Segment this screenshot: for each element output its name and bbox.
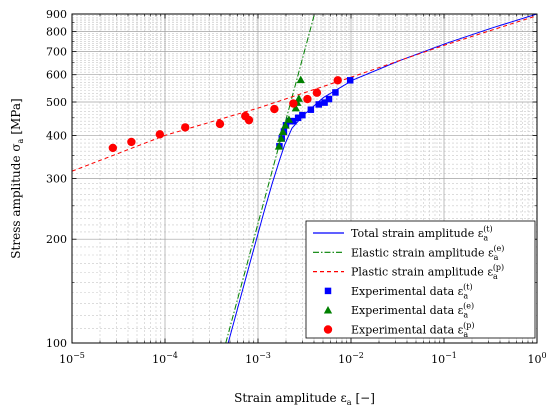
experimental-plastic-marker (270, 104, 279, 114)
experimental-elastic-marker (278, 127, 287, 136)
experimental-plastic-marker (303, 94, 312, 104)
legend: Total strain amplitude εa(t)Elastic stra… (305, 220, 536, 339)
experimental-elastic-marker (274, 142, 284, 150)
y-axis-label: Stress amplitude σa[MPa] (9, 98, 25, 258)
legend-entry-label: Experimental data εa(p) (351, 321, 475, 339)
elastic-strain-line (225, 14, 316, 343)
experimental-total-marker (332, 89, 339, 96)
y-tick-label: 400 (46, 129, 67, 142)
y-tick-label: 800 (46, 26, 67, 39)
experimental-total-marker (346, 77, 354, 84)
y-tick-label: 900 (46, 8, 67, 21)
experimental-plastic-marker (333, 76, 342, 85)
legend-entry-label: Experimental data εa(e) (351, 302, 474, 320)
experimental-elastic-marker (291, 103, 300, 112)
total-strain-line (227, 14, 537, 343)
series-markers (108, 75, 354, 153)
experimental-total-marker (294, 114, 302, 122)
experimental-plastic-marker (108, 143, 118, 153)
legend-entry-label: Plastic strain amplitude εa(p) (351, 263, 504, 281)
experimental-plastic-marker (244, 115, 254, 125)
experimental-elastic-marker (296, 75, 305, 84)
axis-ticks (71, 13, 538, 344)
x-tick-label: 10−5 (59, 351, 85, 366)
experimental-total-marker (315, 101, 322, 108)
experimental-total-marker (325, 95, 333, 103)
y-tick-label: 600 (46, 69, 67, 82)
x-tick-label: 10−3 (245, 351, 271, 366)
legend-entry-label: Elastic strain amplitude εa(e) (351, 244, 504, 262)
experimental-plastic-marker (215, 119, 225, 129)
experimental-elastic-marker (276, 134, 286, 142)
y-tick-label: 500 (46, 96, 67, 109)
legend-box (305, 220, 536, 339)
tick-labels: 10−5 10−4 10−3 10−2 10−1 100 100 200 300 400 500 60… (46, 8, 547, 366)
experimental-plastic-marker (289, 99, 298, 108)
legend-marker-swatch (323, 325, 333, 334)
y-tick-label: 200 (46, 233, 67, 246)
experimental-total-marker (299, 111, 306, 119)
x-tick-label: 10−1 (431, 351, 457, 366)
legend-marker-swatch (323, 306, 333, 314)
experimental-total-marker (290, 117, 297, 125)
experimental-total-marker (321, 99, 328, 106)
experimental-total-marker (307, 106, 315, 113)
x-tick-label: 100 (527, 351, 546, 366)
legend-entry-label: Experimental data εa(t) (351, 282, 473, 300)
experimental-plastic-marker (181, 123, 190, 132)
experimental-plastic-marker (312, 88, 322, 97)
experimental-elastic-marker (294, 94, 303, 102)
x-tick-label: 10−4 (152, 351, 178, 366)
x-tick-label: 10−2 (338, 351, 364, 366)
experimental-elastic-marker (284, 115, 294, 123)
series-lines (72, 14, 537, 343)
experimental-plastic-marker (155, 130, 165, 139)
experimental-plastic-marker (127, 137, 136, 147)
y-tick-label: 100 (46, 337, 67, 350)
x-axis-label: Strain amplitude εa [−] (234, 391, 375, 407)
legend-marker-swatch (324, 287, 332, 295)
y-tick-label: 300 (46, 173, 67, 186)
legend-entry-label: Total strain amplitude εa(t) (351, 225, 493, 243)
plastic-strain-line (72, 15, 537, 172)
experimental-elastic-marker (281, 121, 290, 129)
y-tick-label: 700 (46, 46, 67, 59)
